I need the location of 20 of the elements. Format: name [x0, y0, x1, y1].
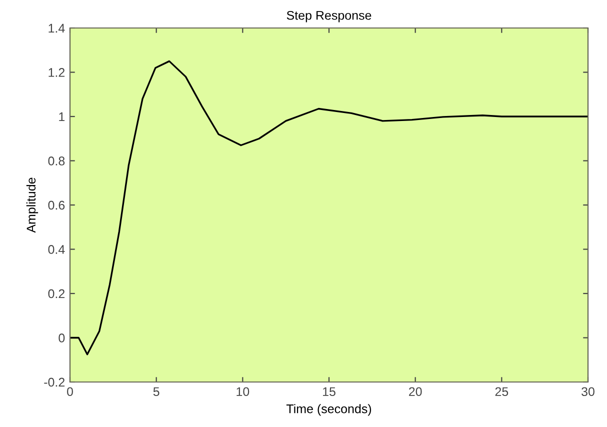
y-tick-label: 0.8	[48, 156, 65, 166]
x-tick-label: 25	[495, 387, 508, 396]
y-tick-label: 1	[59, 112, 65, 122]
y-tick-label: -0.2	[44, 378, 65, 387]
x-tick-label: 0	[67, 387, 73, 396]
y-tick-label: 0.4	[48, 245, 65, 254]
y-tick-label: 0	[58, 334, 65, 342]
y-axis-title: Amplitude	[26, 178, 38, 233]
y-tick-label: 0.2	[48, 289, 65, 298]
y-tick-label: 1.2	[48, 68, 65, 77]
x-tick-label: 10	[236, 387, 250, 396]
chart-title: Step Response	[286, 10, 372, 22]
y-tick-label: 1.4	[48, 24, 65, 33]
x-tick-label: 30	[582, 387, 594, 396]
x-axis-title: Time (seconds)	[286, 404, 372, 416]
y-tick-label: 0.6	[48, 200, 65, 210]
x-tick-label: 15	[323, 387, 336, 396]
line-series	[70, 60, 588, 356]
x-tick-label: 20	[409, 387, 422, 396]
x-tick-label: 5	[153, 387, 160, 396]
